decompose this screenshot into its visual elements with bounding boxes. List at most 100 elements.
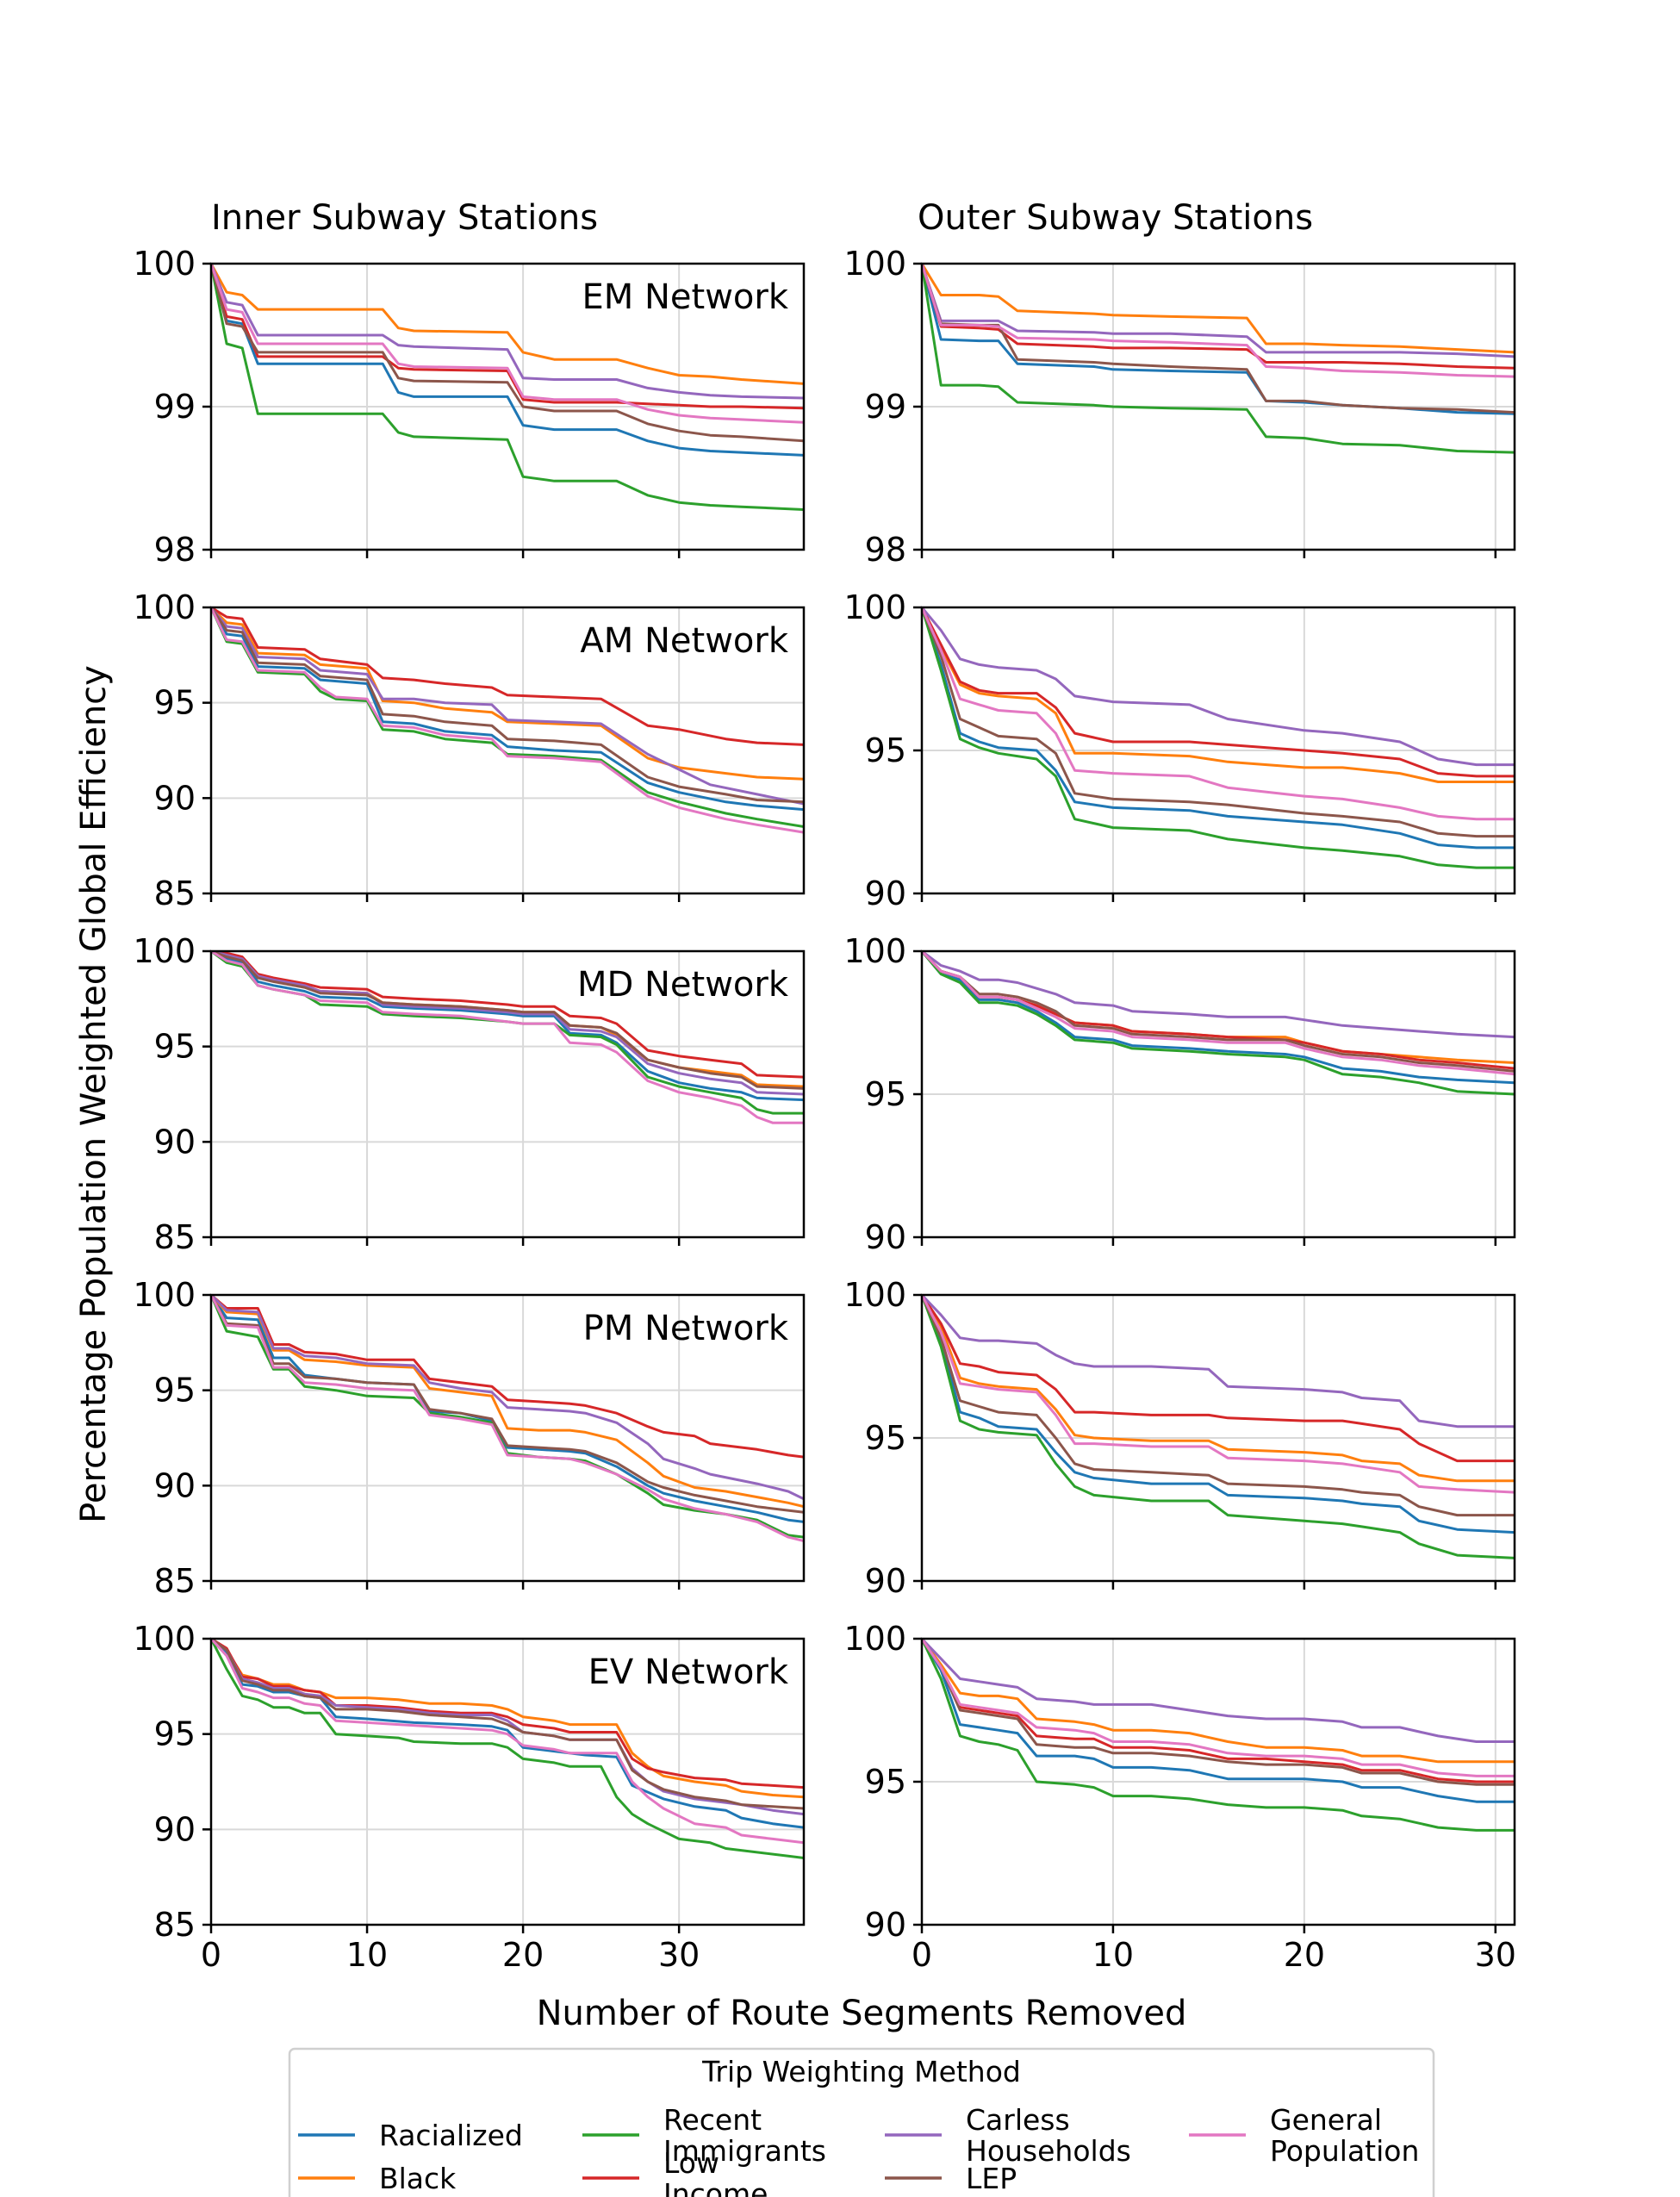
panel-r3-c0-network-label: PM Network <box>583 1309 789 1348</box>
x-axis-label: Number of Route Segments Removed <box>537 1994 1187 2033</box>
panel-r0-c0-line-carless-households <box>211 264 804 400</box>
panel-r4-c0-xtick-label-10: 10 <box>346 1936 388 1974</box>
panel-r4-c0: 85 90 95 100 0 10 20 30 EV Network <box>133 1620 806 1974</box>
panel-r4-c0-line-racialized <box>211 1639 804 1829</box>
panel-r1-c1: 90 95 100 <box>843 588 1516 912</box>
panel-r0-c0: 98 99 100 EM Network <box>133 245 806 569</box>
panel-r4-c0-line-low-income <box>211 1639 804 1789</box>
panel-r2-c1-line-general-population <box>922 951 1515 1076</box>
legend-entry-carless-households: Carless Households <box>885 2103 1131 2168</box>
panel-r1-c1-line-racialized <box>922 607 1515 850</box>
panel-r2-c1-line-lep <box>922 951 1515 1073</box>
panel-r4-c1-series <box>922 1639 1515 1832</box>
panel-r0-c0-ytick-label-99: 99 <box>154 388 196 426</box>
panel-r0-c1-ytick-label-99: 99 <box>865 388 906 426</box>
panel-r3-c0-frame <box>209 1293 806 1583</box>
panel-r1-c0-network-label: AM Network <box>580 621 788 661</box>
panel-r0-c0-series <box>211 264 804 511</box>
panel-r2-c1: 90 95 100 <box>843 932 1516 1256</box>
panel-r0-c1-line-recent-immigrants <box>922 264 1515 454</box>
panel-r0-c0-ytick-label-98: 98 <box>154 531 196 569</box>
panel-r3-c0-ytick-label-100: 100 <box>133 1276 196 1314</box>
panel-r3-c0-series <box>211 1295 804 1542</box>
panel-r3-c0-line-general-population <box>211 1295 804 1542</box>
panel-r1-c0-line-low-income <box>211 607 804 746</box>
panel-r3-c1-ytick-label-90: 90 <box>865 1562 906 1600</box>
panel-r2-c0-line-lep <box>211 951 804 1090</box>
panel-r4-c1-line-general-population <box>922 1639 1515 1777</box>
panel-r0-c1-line-black <box>922 264 1515 354</box>
panel-r1-c1-line-lep <box>922 607 1515 838</box>
panel-r3-c0-line-lep <box>211 1295 804 1514</box>
legend-entry-black: Black <box>298 2162 457 2195</box>
panel-r0-c1: 98 99 100 <box>843 245 1516 569</box>
legend: Trip Weighting Method Racialized Black Rec… <box>288 2047 1435 2197</box>
panel-r0-c1-series <box>922 264 1515 454</box>
panel-r2-c1-ytick-label-90: 90 <box>865 1218 906 1256</box>
panel-r0-c0-line-racialized <box>211 264 804 457</box>
column-title-inner: Inner Subway Stations <box>211 198 598 238</box>
panel-r3-c0-line-low-income <box>211 1295 804 1459</box>
panel-r0-c0-line-lep <box>211 264 804 443</box>
y-axis-label: Percentage Population Weighted Global Ef… <box>74 665 114 1523</box>
panel-r0-c1-ytick-label-98: 98 <box>865 531 906 569</box>
panel-r3-c1: 90 95 100 <box>843 1276 1516 1600</box>
panel-r4-c0-line-general-population <box>211 1639 804 1845</box>
panel-r2-c0-ytick-label-85: 85 <box>154 1218 196 1256</box>
panel-r4-c1-line-racialized <box>922 1639 1515 1803</box>
panel-r1-c1-ytick-label-90: 90 <box>865 874 906 912</box>
panel-r4-c0-network-label: EV Network <box>588 1652 789 1692</box>
panel-r0-c0-network-label: EM Network <box>582 277 788 317</box>
panel-r1-c0-ytick-label-90: 90 <box>154 779 196 817</box>
legend-entry-general-population: General Population <box>1189 2103 1419 2168</box>
panel-r2-c1-ytick-label-95: 95 <box>865 1075 906 1113</box>
panel-r4-c1-line-recent-immigrants <box>922 1639 1515 1832</box>
panel-r2-c0-frame <box>209 949 806 1239</box>
panel-r1-c1-ytick-label-95: 95 <box>865 731 906 769</box>
panel-r2-c0-ytick-label-95: 95 <box>154 1028 196 1066</box>
panel-r4-c1-line-low-income <box>922 1639 1515 1783</box>
panel-r1-c0-ytick-label-100: 100 <box>133 588 196 626</box>
panel-r1-c0-ytick-label-85: 85 <box>154 874 196 912</box>
panel-r0-c1-line-carless-households <box>922 264 1515 358</box>
panel-r4-c1-xtick-label-30: 30 <box>1475 1936 1516 1974</box>
panel-r4-c0-frame <box>209 1637 806 1926</box>
panel-r4-c0-ytick-label-85: 85 <box>154 1906 196 1944</box>
legend-label-recent-immigrants: Recent Immigrants <box>663 2103 826 2168</box>
panel-r1-c0-line-carless-households <box>211 607 804 806</box>
panel-r0-c0-line-general-population <box>211 264 804 424</box>
panel-r2-c1-line-carless-households <box>922 951 1515 1039</box>
legend-entry-lep: LEP <box>885 2162 1017 2195</box>
panel-r1-c0-line-general-population <box>211 607 804 834</box>
panel-r4-c0-xtick-label-30: 30 <box>658 1936 700 1974</box>
legend-entry-racialized: Racialized <box>298 2119 523 2152</box>
panel-r4-c1-xtick-label-0: 0 <box>912 1936 932 1974</box>
column-title-outer: Outer Subway Stations <box>918 198 1313 238</box>
panel-r4-c0-line-lep <box>211 1639 804 1810</box>
panel-r1-c0-ytick-label-95: 95 <box>154 684 196 722</box>
panel-r1-c0-line-black <box>211 607 804 781</box>
panel-r2-c1-line-racialized <box>922 951 1515 1085</box>
panel-r4-c0-series <box>211 1639 804 1859</box>
panel-r3-c0-line-carless-households <box>211 1295 804 1501</box>
panel-r4-c1-xtick-label-10: 10 <box>1092 1936 1134 1974</box>
panel-r3-c1-ytick-label-95: 95 <box>865 1419 906 1457</box>
panel-r2-c1-ytick-label-100: 100 <box>843 932 906 970</box>
panel-r4-c1-line-black <box>922 1639 1515 1764</box>
panel-r1-c1-line-black <box>922 607 1515 783</box>
panel-r3-c1-series <box>922 1295 1515 1559</box>
legend-label-carless-households: Carless Households <box>966 2103 1131 2168</box>
panel-r2-c1-line-recent-immigrants <box>922 951 1515 1096</box>
panel-r4-c0-xtick-label-0: 0 <box>201 1936 221 1974</box>
panel-r0-c1-line-general-population <box>922 264 1515 378</box>
panel-r0-c0-line-black <box>211 264 804 385</box>
panel-r2-c0-ytick-label-100: 100 <box>133 932 196 970</box>
panel-r3-c0-line-black <box>211 1295 804 1509</box>
panel-r1-c1-series <box>922 607 1515 869</box>
panel-r3-c1-line-low-income <box>922 1295 1515 1463</box>
panel-r1-c0: 85 90 95 100 AM Network <box>133 588 806 912</box>
panel-r3-c1-line-lep <box>922 1295 1515 1517</box>
